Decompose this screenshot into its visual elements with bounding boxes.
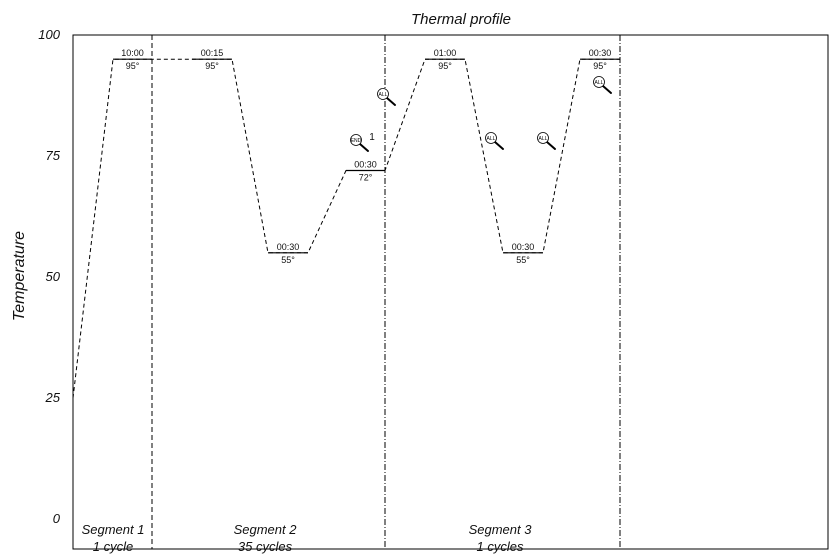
step-hold[interactable]: 00:30 55°: [503, 242, 543, 265]
icon-text: ALL: [539, 136, 548, 142]
magnifier-handle: [494, 141, 504, 150]
step-hold[interactable]: 00:30 55°: [268, 242, 308, 265]
segment-name: Segment 3: [469, 522, 533, 537]
step-holds: 10:00 95° 00:15 95° 00:30 55° 00:30 72° 01:00 95°…: [113, 48, 620, 265]
step-time-label: 10:00: [121, 48, 144, 58]
segment-name: Segment 2: [234, 522, 298, 537]
step-temp-label: 95°: [205, 61, 219, 71]
y-tick-label: 75: [46, 148, 61, 163]
magnifier-handle: [602, 85, 612, 94]
step-marker-label: 1: [369, 132, 375, 143]
magnifier-icon[interactable]: ALL: [377, 88, 396, 106]
step-temp-label: 72°: [359, 173, 373, 183]
magnifier-handle: [386, 97, 396, 106]
step-temp-label: 95°: [593, 61, 607, 71]
segment-cycles: 1 cycle: [93, 539, 133, 554]
step-icons: END 1 ALL ALL ALL ALL: [350, 76, 612, 152]
segment-label: Segment 3 1 cycles: [469, 522, 533, 554]
magnifier-icon[interactable]: ALL: [485, 132, 504, 150]
icon-text: ALL: [487, 136, 496, 142]
plot-frame: [72, 34, 829, 550]
magnifier-icon[interactable]: ALL: [593, 76, 612, 94]
y-tick-label: 100: [38, 27, 60, 42]
step-time-label: 00:30: [512, 242, 535, 252]
magnifier-lens: [377, 88, 389, 100]
step-time-label: 00:15: [201, 48, 224, 58]
step-temp-label: 55°: [281, 255, 295, 265]
magnifier-lens: [485, 132, 497, 144]
y-tick-label: 50: [46, 269, 61, 284]
y-tick-label: 25: [45, 390, 61, 405]
temperature-profile-line: [72, 58, 620, 399]
segment-label: Segment 1 1 cycle: [82, 522, 145, 554]
step-temp-label: 95°: [438, 61, 452, 71]
magnifier-icon[interactable]: ALL: [537, 132, 556, 150]
step-temp-label: 95°: [126, 61, 140, 71]
step-time-label: 00:30: [277, 242, 300, 252]
segment-name: Segment 1: [82, 522, 145, 537]
magnifier-lens: [593, 76, 605, 88]
icon-text: ALL: [595, 80, 604, 86]
segment-label: Segment 2 35 cycles: [234, 522, 298, 554]
magnifier-icon[interactable]: END 1: [350, 132, 376, 152]
step-hold[interactable]: 10:00 95°: [113, 48, 152, 71]
icon-text: ALL: [379, 92, 388, 98]
step-hold[interactable]: 00:15 95°: [192, 48, 232, 71]
chart-title: Thermal profile: [411, 11, 511, 28]
magnifier-handle: [546, 141, 556, 150]
step-time-label: 01:00: [434, 48, 457, 58]
y-axis-label: Temperature: [11, 231, 28, 321]
segment-cycles: 35 cycles: [238, 539, 293, 554]
step-hold[interactable]: 00:30 72°: [346, 160, 385, 183]
magnifier-handle: [359, 143, 369, 152]
step-hold[interactable]: 00:30 95°: [580, 48, 620, 71]
step-temp-label: 55°: [516, 255, 530, 265]
y-tick-label: 0: [53, 511, 61, 526]
segment-cycles: 1 cycles: [477, 539, 524, 554]
step-hold[interactable]: 01:00 95°: [425, 48, 465, 71]
magnifier-lens: [350, 134, 362, 146]
step-time-label: 00:30: [589, 48, 612, 58]
magnifier-lens: [537, 132, 549, 144]
step-time-label: 00:30: [354, 160, 377, 170]
segment-dividers: [151, 35, 621, 549]
y-axis-ticks: 0 25 50 75 100: [38, 27, 60, 526]
icon-text: END: [351, 138, 362, 144]
